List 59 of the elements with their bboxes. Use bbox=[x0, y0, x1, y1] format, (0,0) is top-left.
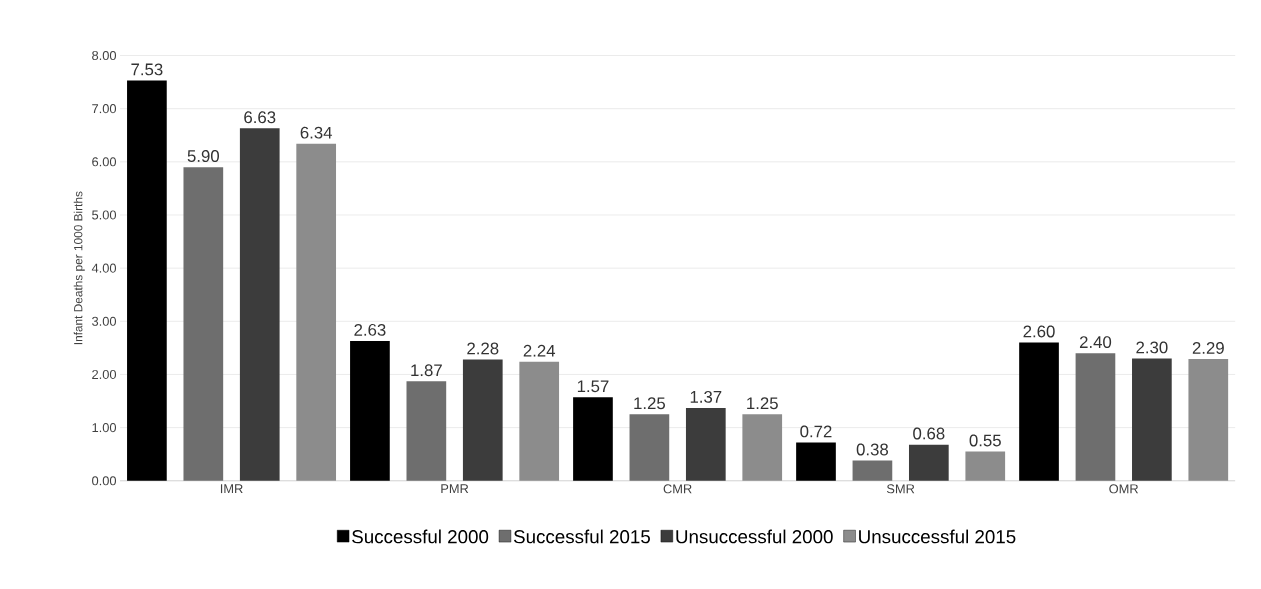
legend-label: Successful 2015 bbox=[513, 529, 650, 544]
data-label: 5.90 bbox=[187, 150, 220, 163]
bar bbox=[1075, 353, 1116, 481]
data-label: 1.25 bbox=[634, 397, 666, 410]
bar bbox=[1188, 359, 1229, 481]
y-tick-label: 5.00 bbox=[92, 210, 117, 220]
bar bbox=[796, 442, 836, 481]
data-label: 7.53 bbox=[131, 63, 163, 76]
y-tick-label: 1.00 bbox=[92, 423, 117, 433]
y-axis-title: Infant Deaths per 1000 Births bbox=[73, 191, 85, 345]
y-tick-label: 6.00 bbox=[92, 157, 117, 167]
data-label: 1.87 bbox=[411, 364, 442, 377]
bar bbox=[573, 397, 613, 481]
data-label: 0.68 bbox=[913, 427, 945, 440]
x-tick-label: SMR bbox=[886, 484, 915, 494]
y-tick-label: 4.00 bbox=[91, 263, 117, 273]
bar bbox=[519, 361, 560, 481]
legend-label: Unsuccessful 2000 bbox=[676, 529, 833, 544]
bar bbox=[1019, 342, 1059, 481]
y-tick-label: 8.00 bbox=[92, 51, 117, 61]
data-label: 0.38 bbox=[856, 443, 889, 456]
bar bbox=[239, 128, 280, 481]
bar bbox=[629, 414, 670, 481]
bar bbox=[127, 80, 167, 481]
data-label: 2.63 bbox=[354, 324, 386, 336]
bar bbox=[1132, 358, 1172, 481]
data-label: 2.28 bbox=[467, 342, 499, 355]
bar bbox=[296, 143, 337, 481]
data-label: 1.57 bbox=[577, 380, 609, 393]
x-tick-label: OMR bbox=[1109, 484, 1139, 494]
data-label: 2.29 bbox=[1192, 342, 1224, 354]
legend-label: Unsuccessful 2015 bbox=[859, 529, 1016, 544]
bar bbox=[965, 451, 1006, 481]
bar bbox=[908, 444, 949, 481]
data-label: 0.55 bbox=[969, 434, 1001, 447]
y-tick-label: 3.00 bbox=[92, 316, 117, 326]
bar bbox=[350, 341, 390, 481]
data-label: 2.24 bbox=[523, 344, 556, 357]
bar bbox=[406, 381, 447, 481]
data-label: 0.72 bbox=[800, 425, 832, 438]
data-label: 2.60 bbox=[1023, 325, 1055, 338]
bar bbox=[852, 460, 893, 481]
bar bbox=[742, 414, 783, 481]
y-tick-label: 2.00 bbox=[92, 369, 117, 380]
bar bbox=[183, 167, 224, 481]
bar bbox=[685, 408, 726, 481]
y-tick-label: 0.00 bbox=[92, 476, 117, 486]
y-tick-label: 7.00 bbox=[92, 104, 117, 114]
data-label: 6.63 bbox=[244, 111, 276, 124]
bar bbox=[462, 359, 503, 481]
data-label: 2.30 bbox=[1136, 341, 1168, 354]
x-tick-label: PMR bbox=[441, 484, 469, 494]
data-label: 1.37 bbox=[690, 390, 722, 403]
x-tick-label: IMR bbox=[220, 484, 243, 494]
data-label: 2.40 bbox=[1079, 336, 1112, 349]
data-label: 1.25 bbox=[747, 397, 778, 410]
legend-label: Successful 2000 bbox=[352, 529, 489, 544]
x-tick-label: CMR bbox=[663, 484, 692, 494]
data-label: 6.34 bbox=[300, 126, 333, 139]
